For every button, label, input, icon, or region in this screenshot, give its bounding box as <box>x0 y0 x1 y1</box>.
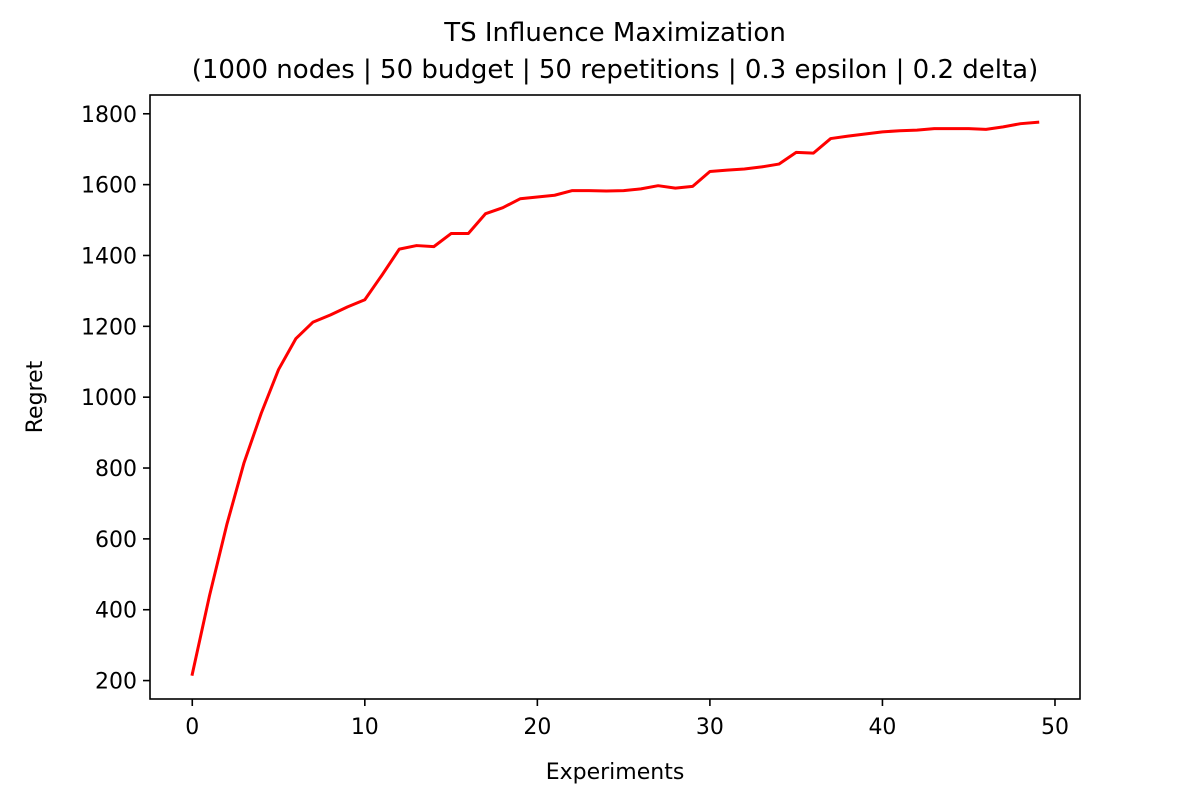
x-axis-label: Experiments <box>546 760 685 785</box>
chart-title: TS Influence Maximization <box>443 18 786 48</box>
y-axis-label: Regret <box>23 360 48 433</box>
y-tick-label: 1400 <box>81 244 137 269</box>
y-tick-label: 1000 <box>81 386 137 411</box>
x-tick-label: 30 <box>696 715 724 740</box>
axis-ticks: 0 10 20 30 40 50 200 400 600 800 1000 1200 1400 1600 1… <box>81 103 1069 740</box>
x-tick-label: 0 <box>185 715 199 740</box>
y-tick-label: 200 <box>95 670 137 695</box>
y-tick-label: 600 <box>95 528 137 553</box>
x-tick-label: 10 <box>351 715 379 740</box>
x-tick-label: 50 <box>1041 715 1069 740</box>
y-tick-label: 400 <box>95 599 137 624</box>
plot-area-frame <box>149 94 1081 700</box>
x-tick-label: 40 <box>868 715 896 740</box>
regret-series-line <box>190 120 1040 676</box>
y-tick-label: 1200 <box>81 315 137 340</box>
x-tick-label: 20 <box>523 715 551 740</box>
y-tick-label: 800 <box>95 457 137 482</box>
chart-subtitle: (1000 nodes | 50 budget | 50 repetitions… <box>192 55 1039 85</box>
series-layer <box>190 120 1040 676</box>
y-tick-label: 1600 <box>81 174 137 199</box>
y-tick-label: 1800 <box>81 103 137 128</box>
